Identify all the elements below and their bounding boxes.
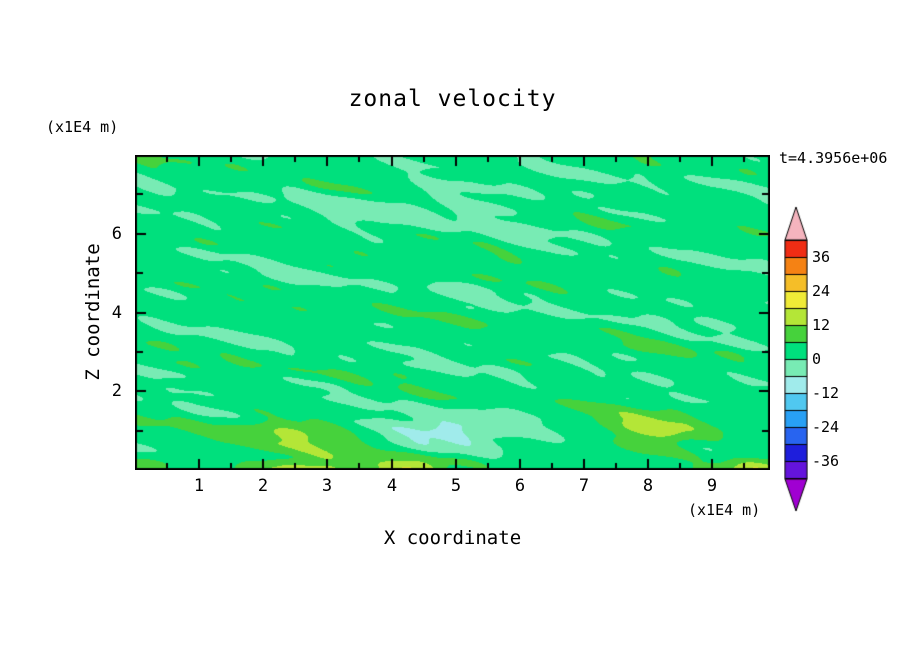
contour-plot-canvas — [135, 155, 770, 470]
colorbar-tick-label: 12 — [812, 316, 831, 334]
colorbar-tick-label: 0 — [812, 350, 822, 368]
x-tick-label: 7 — [578, 476, 590, 496]
colorbar-tick-label: -24 — [812, 418, 840, 436]
x-tick-label: 6 — [514, 476, 526, 496]
colorbar — [784, 206, 808, 512]
colorbar-tick-label: 24 — [812, 282, 831, 300]
colorbar-tick-label: 36 — [812, 248, 831, 266]
y-axis-unit-label: (x1E4 m) — [46, 118, 119, 136]
x-tick-label: 8 — [642, 476, 654, 496]
x-tick-label: 1 — [193, 476, 205, 496]
time-label: t=4.3956e+06 — [779, 149, 888, 167]
y-tick-label: 4 — [111, 303, 122, 323]
plot-title: zonal velocity — [348, 86, 557, 112]
x-tick-label: 2 — [257, 476, 269, 496]
x-tick-label: 3 — [321, 476, 333, 496]
x-tick-label: 5 — [450, 476, 462, 496]
x-axis-label: X coordinate — [383, 527, 522, 549]
colorbar-tick-label: -36 — [812, 452, 840, 470]
x-tick-label: 4 — [386, 476, 398, 496]
x-axis-unit-label: (x1E4 m) — [688, 501, 761, 519]
y-tick-label: 6 — [111, 224, 122, 244]
colorbar-tick-label: -12 — [812, 384, 840, 402]
y-tick-label: 2 — [111, 381, 122, 401]
x-tick-label: 9 — [706, 476, 718, 496]
